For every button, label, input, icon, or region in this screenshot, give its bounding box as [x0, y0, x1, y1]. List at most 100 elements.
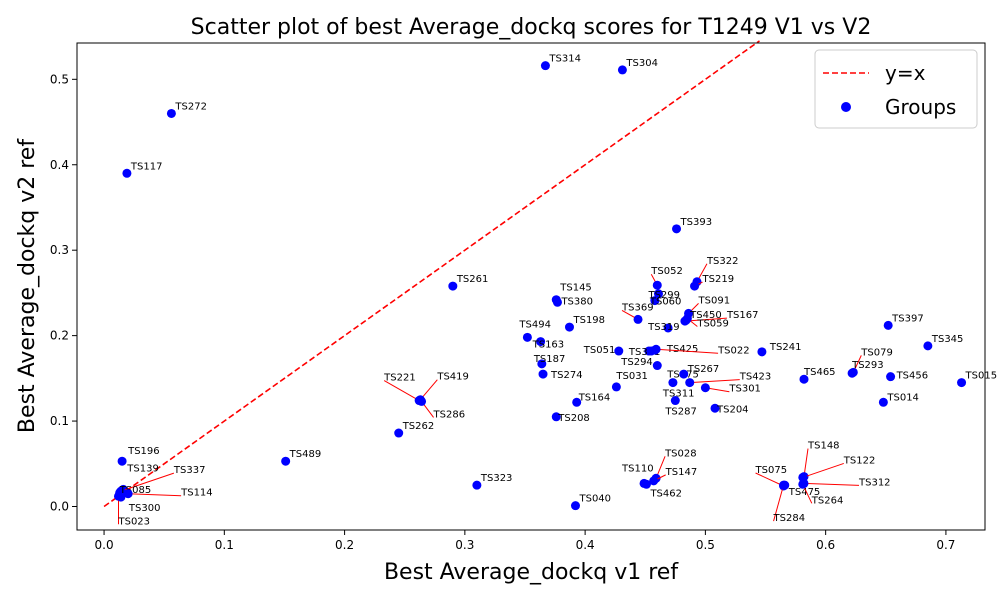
- data-point: [641, 479, 651, 489]
- data-point: [522, 332, 532, 342]
- data-point: [617, 65, 627, 75]
- data-point: [710, 403, 720, 413]
- legend-label-groups: Groups: [885, 95, 956, 119]
- label-connector: [128, 493, 182, 497]
- data-point: [123, 489, 133, 499]
- y-tick-label: 0.0: [50, 500, 69, 514]
- data-point: [117, 456, 127, 466]
- data-point: [652, 280, 662, 290]
- data-point-label: TS261: [456, 274, 489, 285]
- data-point: [679, 369, 689, 379]
- data-point-label: TS304: [625, 58, 658, 69]
- data-point: [878, 397, 888, 407]
- data-point-label: TS462: [649, 488, 682, 499]
- data-point: [670, 396, 680, 406]
- data-point: [646, 346, 656, 356]
- data-point-label: TS300: [128, 503, 161, 514]
- data-point: [394, 428, 404, 438]
- label-connector: [684, 317, 727, 322]
- x-tick-label: 0.7: [936, 538, 955, 552]
- data-point: [537, 359, 547, 369]
- label-connector: [803, 482, 860, 486]
- data-point: [682, 314, 692, 324]
- data-point-label: TS187: [533, 354, 566, 365]
- data-point: [122, 168, 132, 178]
- data-point-label: TS219: [702, 274, 735, 285]
- legend-point-marker: [841, 102, 851, 112]
- data-point-label: TS284: [773, 513, 806, 524]
- data-point: [652, 361, 662, 371]
- data-point-label: TS015: [965, 371, 998, 382]
- label-connector: [773, 485, 785, 522]
- data-point-label: TS489: [289, 449, 322, 460]
- data-point-label: TS311: [662, 389, 695, 400]
- data-point-label: TS397: [891, 313, 924, 324]
- data-point: [614, 346, 624, 356]
- reference-line-yx: [103, 40, 760, 508]
- data-point-label: TS286: [433, 409, 466, 420]
- data-point: [923, 341, 933, 351]
- data-point-label: TS117: [130, 161, 163, 172]
- data-point-label: TS475: [788, 487, 821, 498]
- data-point-label: TS204: [716, 404, 749, 415]
- data-point-label: TS163: [532, 340, 565, 351]
- data-point-label: TS423: [739, 372, 772, 383]
- data-point: [551, 412, 561, 422]
- data-point-label: TS274: [550, 370, 583, 381]
- data-point-label: TS091: [698, 295, 731, 306]
- data-point: [886, 372, 896, 382]
- y-tick-label: 0.4: [50, 158, 69, 172]
- data-point-label: TS450: [689, 310, 722, 321]
- data-point: [957, 378, 967, 388]
- legend: y=x Groups: [814, 49, 978, 129]
- data-point: [690, 281, 700, 291]
- data-point-label: TS196: [127, 446, 160, 457]
- data-point-label: TS060: [649, 297, 682, 308]
- data-point: [847, 368, 857, 378]
- data-point-label: TS319: [647, 322, 680, 333]
- data-point-label: TS345: [931, 334, 964, 345]
- data-point: [757, 347, 767, 357]
- data-point-label: TS299: [647, 290, 680, 301]
- data-point-label: TS145: [559, 283, 592, 294]
- data-point: [536, 337, 546, 347]
- data-point: [672, 224, 682, 234]
- y-tick-label: 0.2: [50, 329, 69, 343]
- data-point-label: TS208: [557, 413, 590, 424]
- data-point-label: TS031: [615, 371, 648, 382]
- data-point-label: TS287: [664, 407, 697, 418]
- data-point: [417, 396, 427, 406]
- y-tick-label: 0.3: [50, 243, 69, 257]
- data-point-label: TS014: [886, 392, 919, 403]
- data-point-label: TS167: [726, 310, 759, 321]
- label-connector: [656, 348, 719, 354]
- data-point-label: TS323: [480, 473, 513, 484]
- data-point-label: TS456: [896, 371, 929, 382]
- data-point-label: TS079: [860, 347, 893, 358]
- x-axis-label: Best Average_dockq v1 ref: [384, 560, 679, 585]
- data-point-label: TS369: [621, 302, 654, 313]
- data-point-label: TS198: [572, 315, 605, 326]
- data-point-label: TS322: [706, 256, 739, 267]
- y-axis-label: Best Average_dockq v2 ref: [15, 138, 40, 433]
- data-point: [472, 480, 482, 490]
- y-tick-label: 0.1: [50, 414, 69, 428]
- data-point-label: TS139: [126, 463, 159, 474]
- data-point-label: TS267: [687, 364, 720, 375]
- data-point: [653, 289, 663, 299]
- data-point-label: TS164: [578, 392, 611, 403]
- data-point: [799, 374, 809, 384]
- data-point-label: TS425: [666, 344, 699, 355]
- legend-label-yx: y=x: [885, 61, 926, 85]
- data-point-label: TS110: [621, 463, 654, 474]
- data-point-label: TS337: [173, 465, 206, 476]
- data-point: [633, 314, 643, 324]
- data-point: [779, 480, 789, 490]
- data-point-label: TS241: [769, 342, 802, 353]
- data-point-label: TS301: [728, 384, 761, 395]
- plot-area: 0.0 0.1 0.2 0.3 0.4 0.5 0.6 0.7 0.0 0.1 0.2 0.3 0.4 0…: [50, 40, 998, 552]
- label-connector: [689, 379, 740, 384]
- data-point-label: TS262: [402, 421, 435, 432]
- data-point: [700, 383, 710, 393]
